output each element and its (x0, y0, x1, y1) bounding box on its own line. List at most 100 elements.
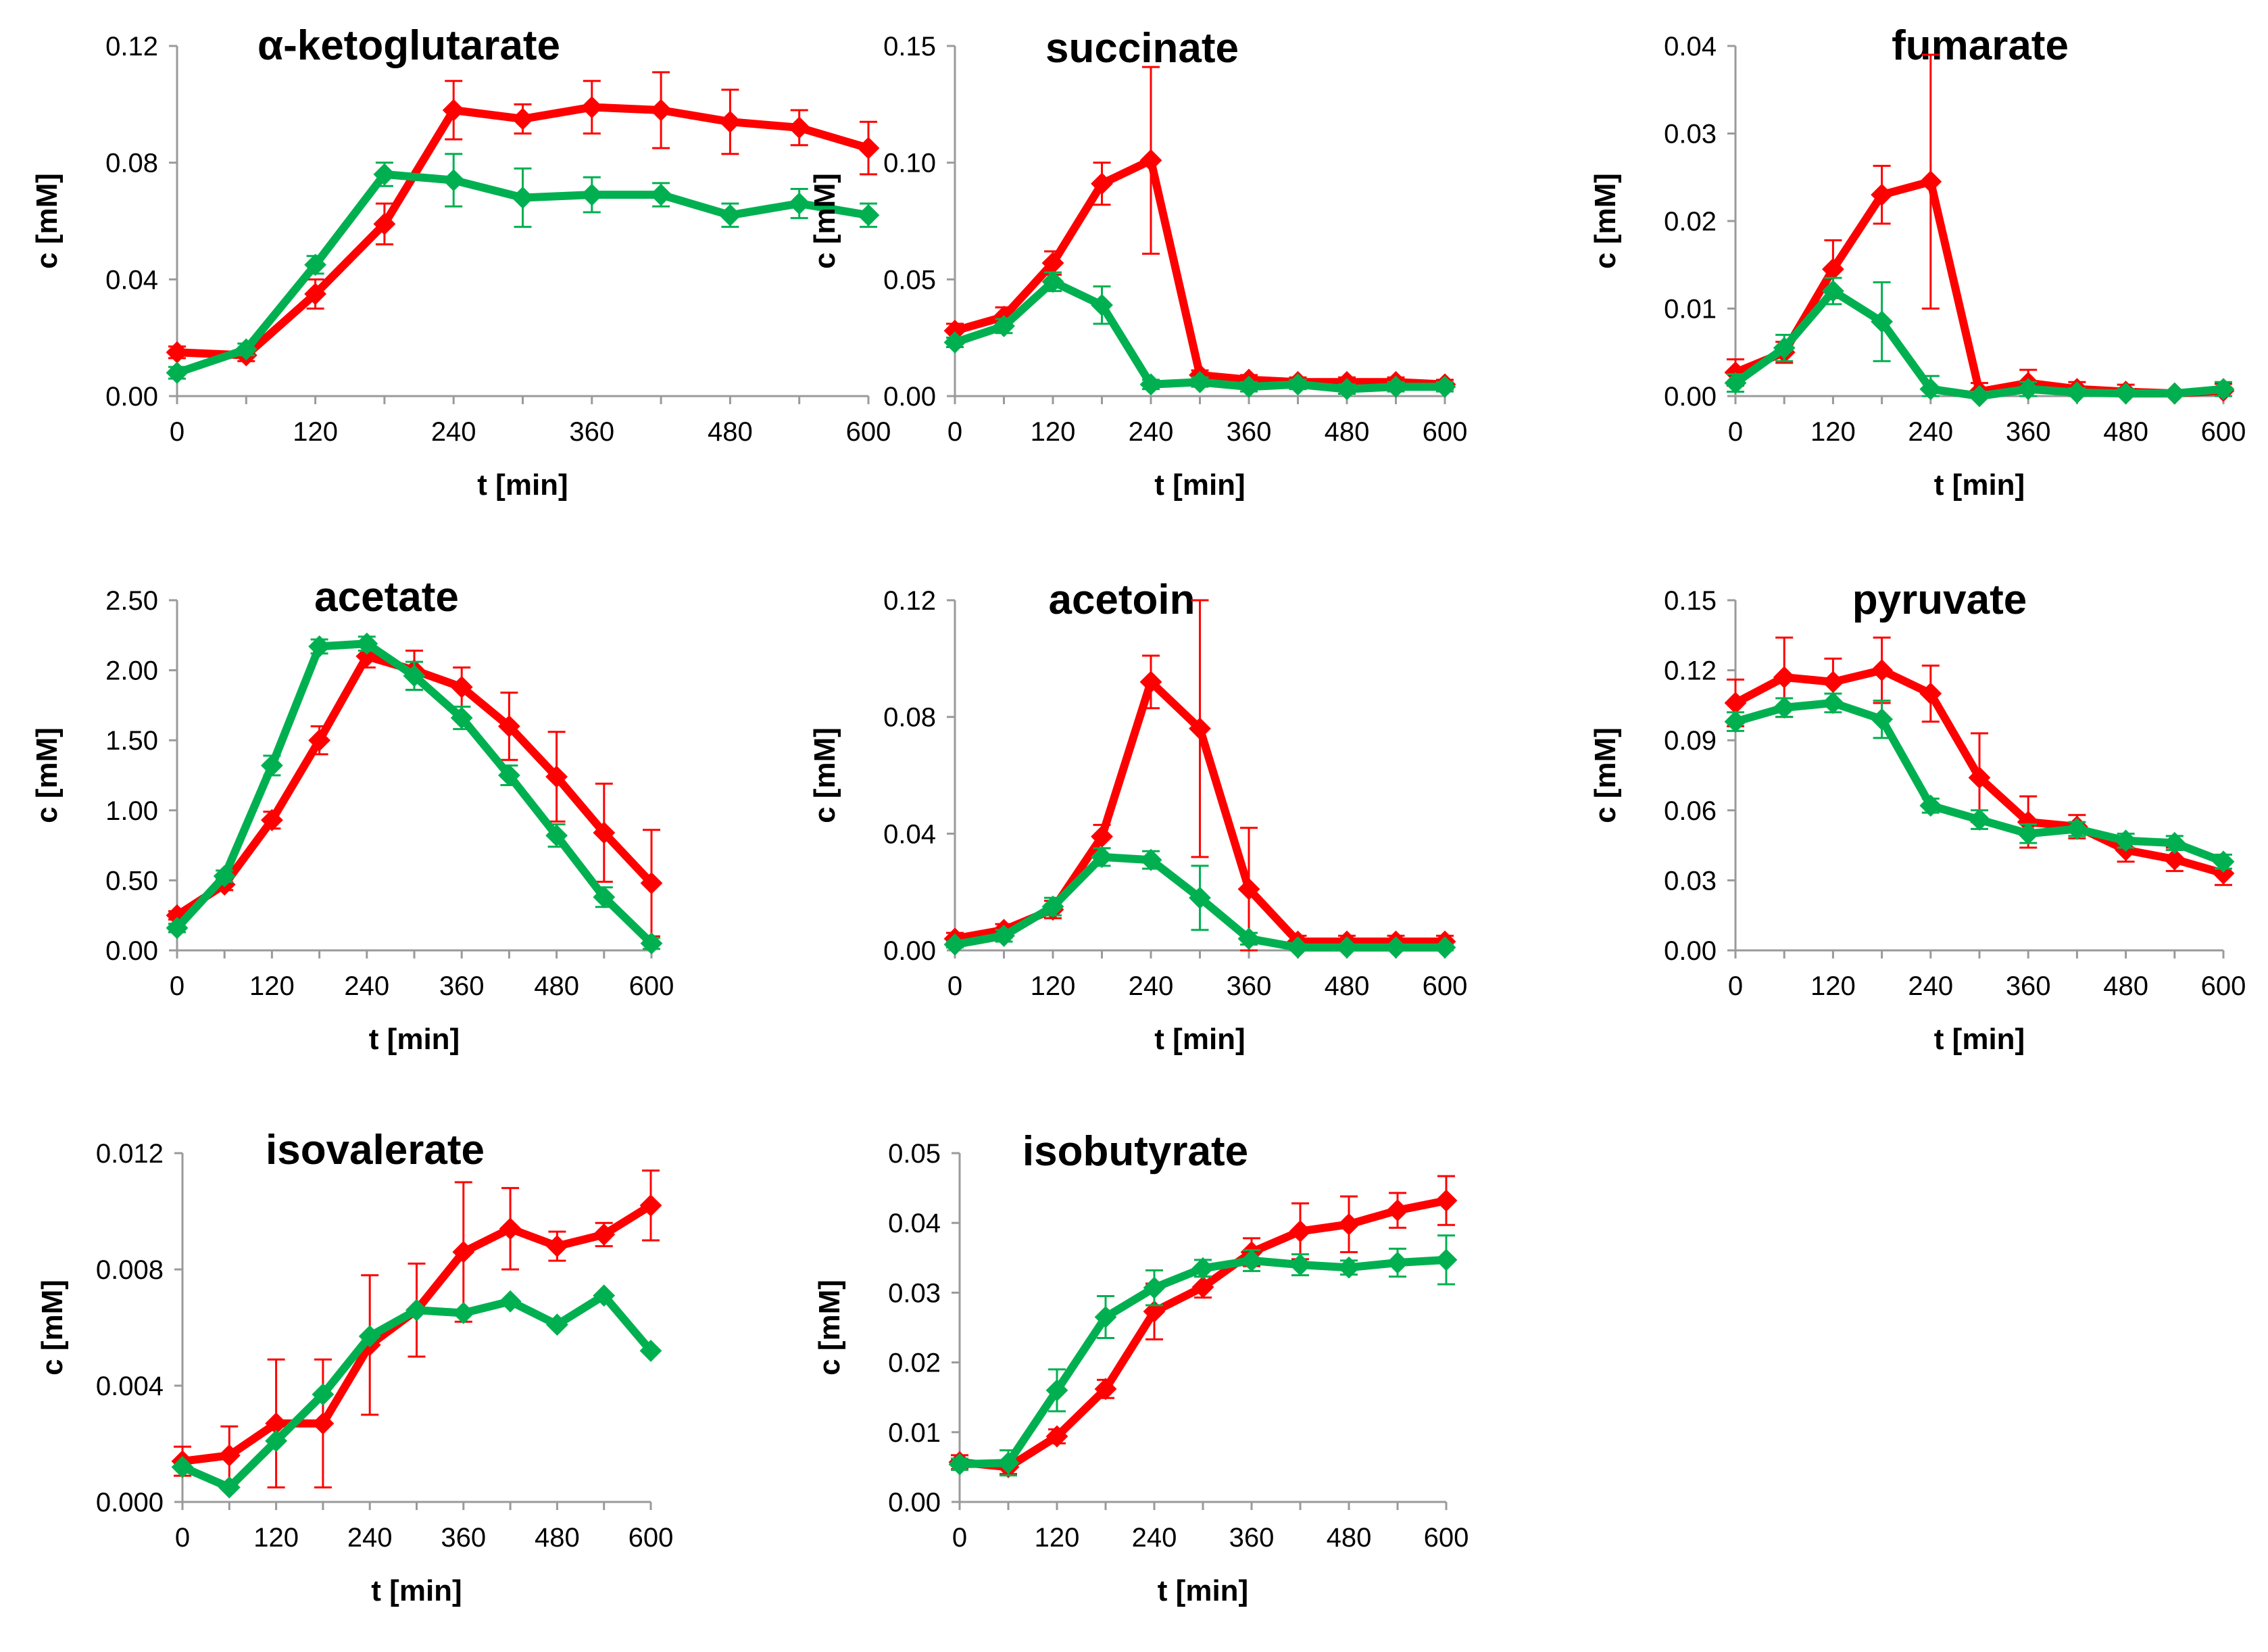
y-tick-label: 0.02 (1664, 207, 1717, 237)
data-point (1773, 696, 1796, 719)
x-tick-label: 240 (1908, 417, 1953, 447)
data-point (405, 1298, 428, 1321)
data-point (1094, 1306, 1117, 1328)
data-point (171, 1455, 194, 1478)
data-point (218, 1476, 241, 1499)
y-tick-label: 0.00 (105, 936, 158, 966)
data-point (2065, 381, 2088, 404)
data-point (1919, 682, 1942, 705)
data-point (1143, 1276, 1166, 1299)
x-axis-label: t [min] (369, 1023, 460, 1056)
data-point (1433, 936, 1456, 959)
data-point (442, 99, 465, 122)
data-point (452, 1302, 475, 1324)
series-green (166, 153, 880, 384)
data-point (593, 821, 616, 844)
series-red (943, 66, 1456, 396)
chart-title: pyruvate (1852, 577, 2027, 623)
chart-panel-4: 0.00 0.04 0.08 0.12 0 120 240 360 480 600 t [min] c… (808, 577, 1467, 1056)
y-tick-label: 0.00 (888, 1488, 941, 1517)
data-point (640, 932, 663, 955)
data-point (218, 1444, 241, 1467)
x-tick-label: 120 (1031, 971, 1076, 1001)
x-axis-label: t [min] (1934, 468, 2025, 502)
data-point (2163, 831, 2186, 854)
data-point (593, 1284, 616, 1307)
data-point (1435, 1248, 1458, 1271)
chart-panel-7: 0.00 0.01 0.02 0.03 0.04 0.05 0 120 240 360 480 600… (813, 1128, 1469, 1607)
series-line (173, 652, 656, 920)
chart-panel-1: 0.00 0.05 0.10 0.15 0 120 240 360 480 600 t [min] c… (808, 25, 1467, 502)
data-point (1433, 375, 1456, 398)
data-point (452, 1240, 475, 1263)
data-point (1919, 794, 1942, 817)
x-tick-label: 360 (1227, 417, 1272, 447)
data-point (1041, 270, 1064, 293)
x-tick-label: 240 (1129, 417, 1174, 447)
y-tick-label: 0.05 (883, 265, 936, 295)
y-tick-label: 0.12 (1664, 656, 1717, 686)
data-point (2065, 818, 2088, 840)
y-axis-label: c [mM] (808, 173, 841, 269)
data-point (308, 729, 331, 752)
data-point (1045, 1379, 1068, 1402)
data-point (1143, 1300, 1166, 1323)
y-tick-label: 0.12 (883, 586, 936, 616)
data-point (640, 872, 663, 894)
chart-title: acetate (314, 574, 459, 621)
data-point (1773, 666, 1796, 689)
y-tick-label: 0.004 (96, 1371, 164, 1401)
x-axis-label: t [min] (1158, 1574, 1248, 1607)
x-tick-label: 360 (569, 417, 614, 447)
data-point (304, 283, 327, 306)
data-point (1237, 375, 1260, 398)
data-point (2163, 848, 2186, 871)
data-point (1919, 170, 1942, 193)
y-axis-label: c [mM] (1589, 727, 1622, 823)
series-green (943, 846, 1456, 959)
chart-title: isovalerate (266, 1127, 485, 1173)
data-point (1821, 691, 1844, 714)
data-point (312, 1383, 335, 1406)
x-axis-label: t [min] (1154, 468, 1245, 502)
x-tick-label: 120 (1810, 971, 1856, 1001)
data-point (1091, 293, 1113, 316)
data-point (1091, 846, 1113, 869)
data-point (1240, 1249, 1263, 1272)
data-point (718, 203, 741, 226)
data-point (373, 163, 396, 186)
x-tick-label: 360 (2006, 417, 2051, 447)
x-tick-label: 480 (708, 417, 753, 447)
data-point (1139, 848, 1162, 871)
chart-title: succinate (1045, 25, 1239, 72)
series-line (173, 103, 872, 360)
data-point (1821, 280, 1844, 303)
x-tick-label: 360 (1229, 1523, 1275, 1553)
series-green (943, 270, 1456, 401)
data-point (1139, 373, 1162, 396)
data-point (1871, 708, 1894, 731)
chart-title: α-ketoglutarate (257, 22, 560, 69)
x-tick-label: 600 (2201, 417, 2246, 447)
data-point (260, 754, 283, 777)
data-point (649, 99, 672, 122)
data-point (2017, 378, 2040, 401)
y-tick-label: 0.10 (883, 149, 936, 178)
data-point (1139, 671, 1162, 694)
x-tick-label: 120 (1035, 1523, 1080, 1553)
x-tick-label: 480 (535, 1523, 580, 1553)
series-red (166, 71, 880, 366)
y-tick-label: 0.09 (1664, 726, 1717, 756)
data-point (857, 137, 880, 160)
y-tick-label: 0.04 (888, 1209, 941, 1238)
data-point (1289, 1253, 1312, 1276)
y-tick-label: 1.00 (105, 796, 158, 826)
data-point (1724, 710, 1747, 733)
data-point (1189, 370, 1211, 393)
y-tick-label: 0.000 (96, 1488, 164, 1517)
data-point (593, 1223, 616, 1246)
x-tick-label: 120 (1031, 417, 1076, 447)
x-tick-label: 120 (249, 971, 295, 1001)
y-tick-label: 0.03 (1664, 120, 1717, 149)
data-point (943, 933, 966, 956)
